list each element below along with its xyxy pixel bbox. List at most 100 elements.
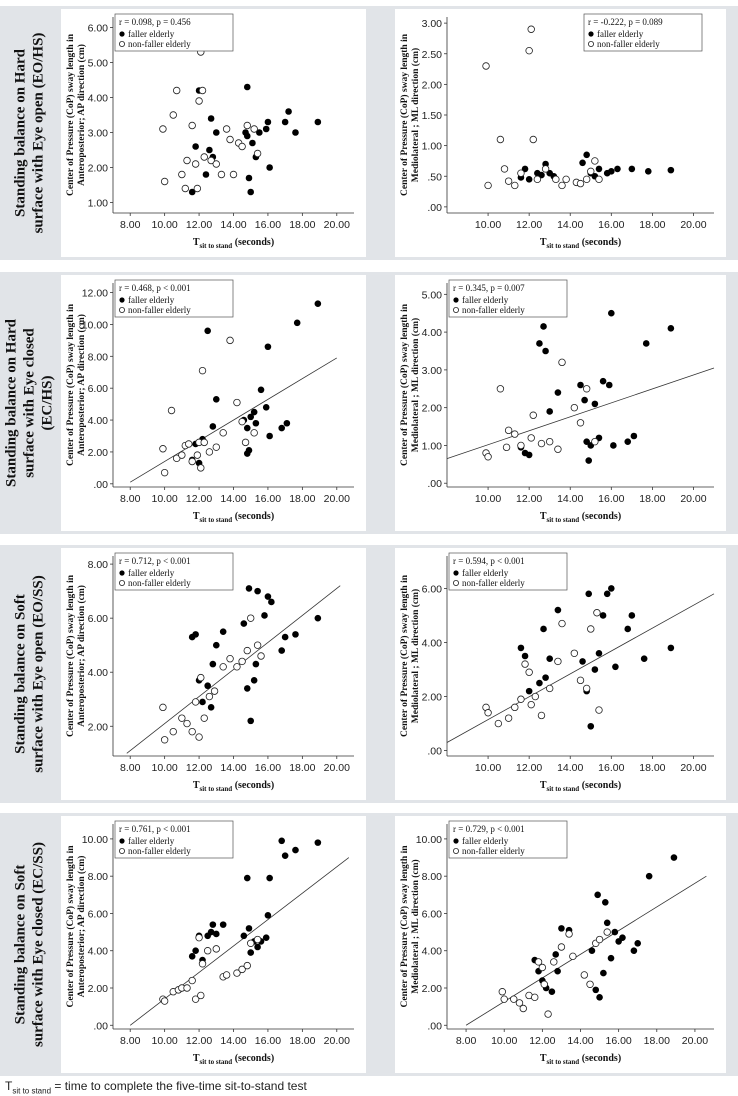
y-tick-label: 6.00 — [88, 23, 109, 35]
faller-point — [266, 874, 273, 882]
non-faller-point — [558, 181, 566, 190]
faller-point — [243, 685, 251, 692]
faller-point — [209, 921, 217, 928]
faller-point — [599, 377, 607, 385]
non-faller-point — [198, 366, 207, 375]
y-tick-label: 2.00 — [88, 983, 109, 995]
non-faller-point — [517, 441, 525, 450]
legend-faller-label: faller elderly — [462, 836, 509, 846]
faller-point — [204, 682, 211, 690]
faller-point — [594, 891, 601, 899]
non-faller-point — [527, 434, 535, 442]
x-tick-label: 16.00 — [255, 762, 281, 774]
legend-faller-marker — [453, 570, 459, 576]
faller-point — [245, 585, 253, 592]
non-faller-point — [200, 153, 208, 161]
non-faller-point — [212, 443, 220, 451]
non-faller-point — [250, 125, 258, 133]
fit-line — [126, 585, 341, 754]
faller-point — [601, 898, 609, 906]
x-tick-label: 12.00 — [186, 1035, 212, 1047]
non-faller-point — [482, 62, 490, 70]
y-axis-title-line: Mediolateral ; ML direction (cm) — [410, 589, 421, 723]
non-faller-point — [195, 733, 203, 741]
x-tick-label: 14.00 — [557, 219, 583, 231]
legend-box — [448, 552, 568, 591]
non-faller-point — [183, 984, 191, 992]
legend-non-faller-marker — [452, 306, 459, 313]
non-faller-point — [212, 160, 220, 168]
legend-non-faller-marker — [452, 848, 459, 855]
faller-point — [583, 151, 590, 159]
y-tick-label: 5.00 — [88, 58, 109, 70]
legend-faller-marker — [119, 570, 125, 576]
non-faller-point — [576, 419, 585, 427]
faller-point — [517, 644, 525, 652]
non-faller-point — [181, 184, 189, 193]
x-tick-label: 8.00 — [120, 1035, 141, 1047]
faller-point — [314, 839, 322, 846]
non-faller-point — [226, 336, 234, 345]
non-faller-point — [541, 165, 550, 173]
y-tick-label: 1.50 — [422, 110, 443, 122]
faller-point — [542, 674, 549, 681]
legend-faller-marker — [453, 297, 459, 303]
y-axis-title: Center of Pressure (CoP) sway length inA… — [65, 845, 87, 1008]
y-tick-label: 4.00 — [422, 637, 443, 649]
faller-point — [548, 988, 556, 996]
faller-point — [264, 118, 272, 126]
faller-point — [261, 612, 268, 619]
legend-box — [114, 552, 234, 591]
non-faller-point — [159, 703, 167, 712]
faller-point — [250, 677, 258, 684]
faller-point — [192, 143, 199, 150]
fit-line — [446, 593, 715, 743]
non-faller-point — [193, 184, 202, 193]
y-tick-label: 3.00 — [422, 18, 443, 30]
x-axis-title-main: T — [540, 237, 547, 248]
y-axis-title-line: Anteroposterior; AP direction (cm) — [76, 314, 87, 456]
y-tick-label: 6.00 — [88, 908, 109, 920]
faller-point — [292, 129, 299, 136]
y-tick-label: 4.00 — [88, 415, 109, 427]
faller-point — [579, 658, 586, 665]
y-tick-label: 10.00 — [416, 834, 442, 846]
y-tick-label: 4.00 — [422, 946, 443, 958]
x-axis-title: Tsit to stand (seconds) — [540, 780, 621, 793]
x-tick-label: 20.00 — [324, 762, 350, 774]
y-axis-title: Center of Pressure (CoP) sway length inM… — [399, 574, 421, 737]
x-tick-label: 12.00 — [516, 762, 542, 774]
scatter-panel-5: Standing balance on Soft surface with Eye… — [13, 548, 366, 800]
faller-point — [209, 660, 217, 668]
x-tick-label: 10.00 — [152, 493, 178, 505]
non-faller-point — [557, 943, 566, 951]
non-faller-point — [582, 684, 591, 693]
faller-point — [314, 118, 322, 126]
y-axis-title-line: Anteroposterior; AP direction (cm) — [76, 856, 87, 998]
x-axis-title-subscript: sit to stand — [547, 785, 580, 793]
non-faller-point — [253, 641, 262, 649]
non-faller-point — [531, 692, 540, 701]
y-tick-label: 2.00 — [422, 79, 443, 91]
x-tick-label: 14.00 — [220, 762, 246, 774]
non-faller-point — [529, 411, 537, 419]
y-axis-title: Center of Pressure (CoP) sway length inA… — [65, 33, 87, 196]
faller-point — [630, 432, 638, 440]
y-tick-label: 2.00 — [422, 403, 443, 415]
x-tick-label: 20.00 — [680, 219, 706, 231]
non-faller-point — [203, 947, 212, 955]
non-faller-point — [529, 135, 537, 144]
x-tick-label: 18.00 — [639, 762, 665, 774]
legend-box — [114, 279, 234, 318]
x-tick-label: 14.00 — [220, 219, 246, 231]
row-label: Standing balance on Hard surface with Eye… — [4, 318, 56, 487]
row-label-line: Standing balance on Soft — [13, 865, 29, 1025]
faller-point — [667, 644, 675, 652]
y-tick-label: 1.00 — [422, 141, 443, 153]
footnote: Tsit to stand = time to complete the fiv… — [5, 1079, 307, 1095]
x-axis-title-unit: (seconds) — [232, 780, 274, 791]
non-faller-point — [219, 429, 227, 437]
legend-faller-label: faller elderly — [128, 568, 175, 578]
x-axis-title: Tsit to stand (seconds) — [193, 780, 274, 793]
non-faller-point — [521, 660, 529, 668]
